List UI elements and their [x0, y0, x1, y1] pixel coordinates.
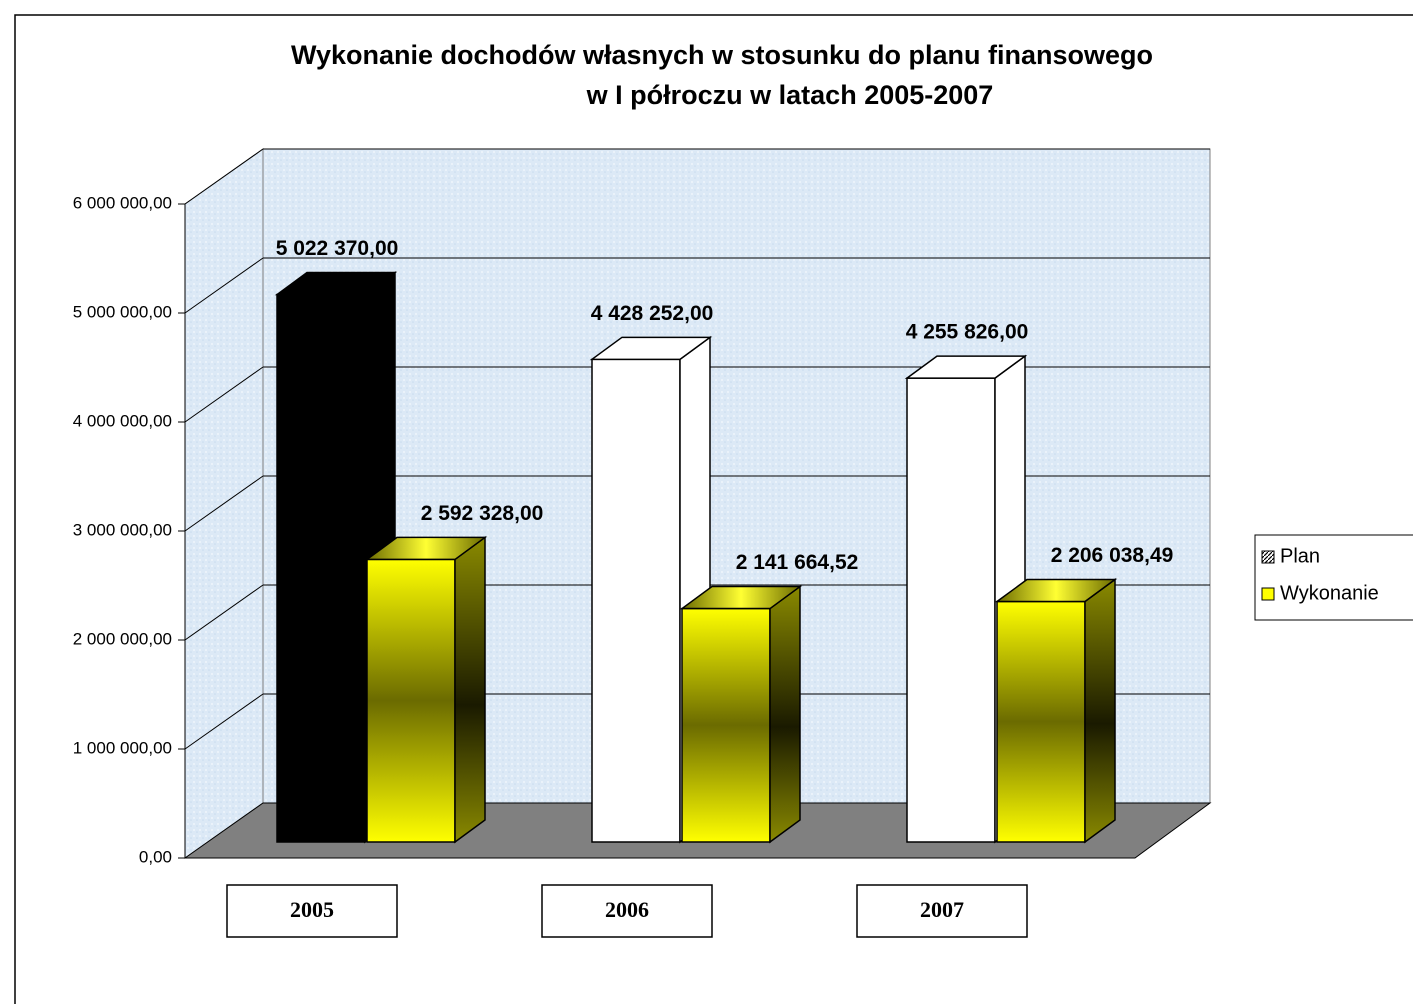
legend	[1254, 534, 1413, 621]
y-tick-label: 3 000 000,00	[73, 520, 172, 539]
grid-line	[184, 584, 264, 641]
bar-top	[679, 585, 803, 610]
chart-border	[14, 14, 1413, 1004]
grid-line	[184, 257, 264, 314]
bar-front	[276, 293, 366, 843]
grid-line	[184, 475, 264, 532]
category-box	[226, 884, 398, 938]
y-tick-label: 6 000 000,00	[73, 193, 172, 212]
bar-top	[364, 536, 488, 561]
value-label: 2 141 664,52	[736, 551, 859, 574]
x-tick-label: 2005	[290, 897, 334, 922]
bar-front	[366, 558, 456, 843]
bar-side	[1084, 578, 1116, 844]
category-box	[541, 884, 713, 938]
value-label: 2 206 038,49	[1051, 544, 1174, 567]
bar-front	[906, 377, 996, 843]
bar-front	[996, 600, 1086, 843]
bar-side	[769, 585, 801, 844]
y-tick-label: 2 000 000,00	[73, 629, 172, 648]
value-label: 4 255 826,00	[906, 321, 1029, 344]
x-tick-label: 2007	[920, 897, 964, 922]
bar	[364, 535, 488, 844]
bar	[904, 354, 1028, 844]
grid-line	[184, 693, 264, 750]
chart-title: Wykonanie dochodów własnych w stosunku d…	[291, 40, 1153, 70]
bar-top	[904, 355, 1028, 379]
bar-top	[589, 336, 713, 361]
bar-front	[591, 358, 681, 843]
y-tick-label: 5 000 000,00	[73, 302, 172, 321]
value-label: 2 592 328,00	[421, 502, 544, 525]
y-tick-label: 1 000 000,00	[73, 738, 172, 757]
y-tick-label: 0,00	[139, 847, 172, 866]
legend-label: Wykonanie	[1280, 582, 1379, 604]
legend-swatch	[1261, 587, 1275, 601]
x-tick-label: 2006	[605, 897, 649, 922]
y-tick-label: 4 000 000,00	[73, 411, 172, 430]
grid-line	[184, 148, 264, 205]
legend-swatch	[1261, 550, 1275, 564]
bar-top	[994, 578, 1118, 603]
category-box	[856, 884, 1028, 938]
bar	[994, 578, 1118, 844]
value-label: 4 428 252,00	[591, 302, 714, 325]
legend-label: Plan	[1280, 545, 1320, 567]
bar-side	[454, 535, 486, 844]
grid-line	[184, 366, 264, 423]
chart-title: w I półroczu w latach 2005-2007	[586, 80, 994, 110]
bar-top	[274, 271, 398, 296]
value-label: 5 022 370,00	[276, 237, 399, 260]
bar	[679, 585, 803, 844]
bar-front	[681, 607, 771, 843]
